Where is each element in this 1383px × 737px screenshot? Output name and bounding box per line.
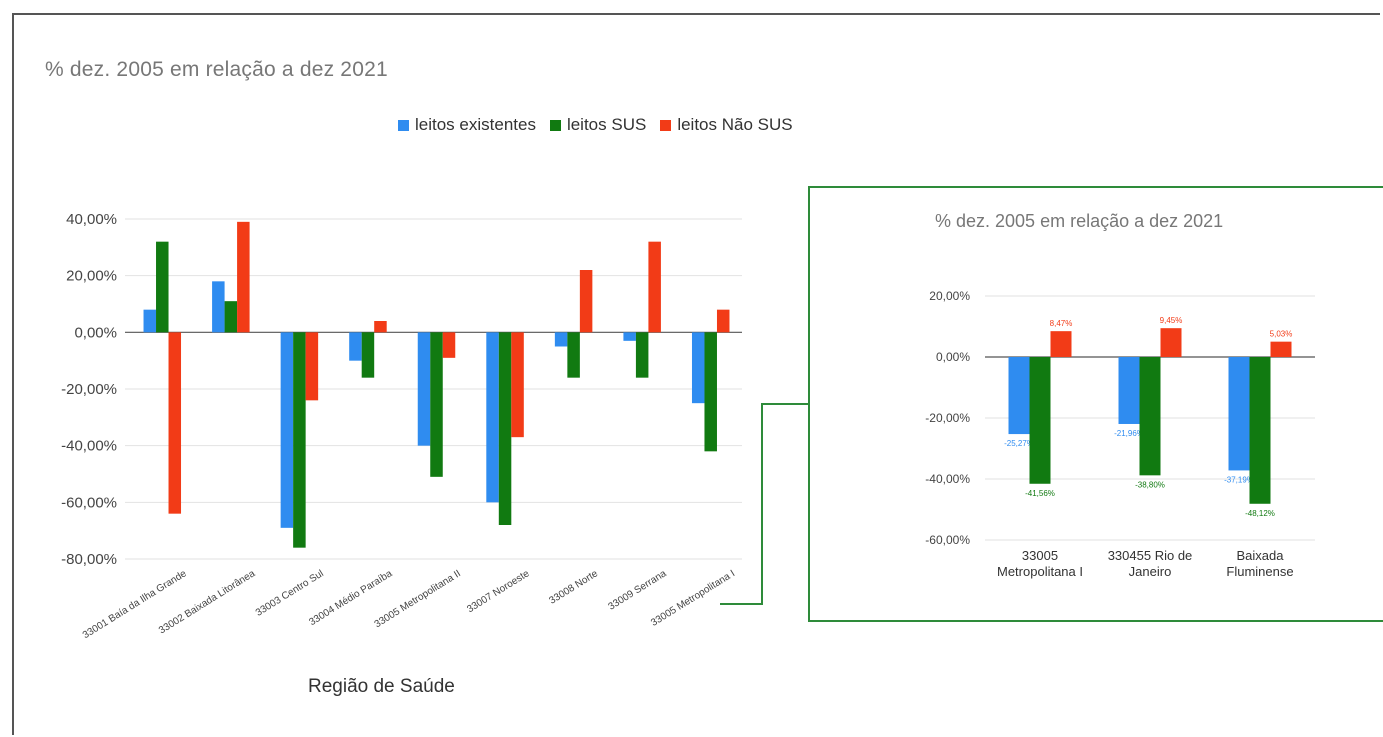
inset-x-tick-label: 330455 Rio de (1108, 548, 1193, 563)
bar-leitos-sus (430, 332, 443, 477)
bar-leitos-nao-sus (716, 309, 730, 333)
bar-leitos-sus (293, 332, 306, 548)
bar-leitos-sus (156, 241, 169, 333)
inset-chart-title: % dez. 2005 em relação a dez 2021 (935, 211, 1224, 231)
y-tick-label: -20,00% (61, 381, 117, 398)
bar-leitos-existentes (691, 332, 705, 404)
zoom-connector-line (720, 403, 808, 605)
bar-leitos-existentes (417, 332, 431, 446)
inset-x-tick-label: Baixada (1237, 548, 1285, 563)
legend-label-leitos-nao-sus: leitos Não SUS (677, 115, 793, 134)
inset-y-tick-label: -40,00% (925, 472, 970, 486)
bar-leitos-nao-sus (511, 332, 524, 438)
bar-leitos-existentes (212, 281, 225, 333)
legend-label-leitos-sus: leitos SUS (566, 115, 647, 134)
legend: leitos existentes leitos SUS leitos Não … (398, 115, 793, 135)
y-tick-label: -40,00% (61, 438, 117, 455)
inset-bar-leitos-sus (1249, 357, 1271, 504)
bar-leitos-existentes (349, 332, 362, 361)
bar-leitos-nao-sus (442, 332, 456, 358)
bar-leitos-existentes (486, 332, 499, 503)
inset-bar-leitos-existentes (1008, 357, 1030, 435)
bar-leitos-sus (361, 332, 375, 378)
bar-leitos-sus (567, 332, 580, 378)
bar-leitos-sus (498, 332, 512, 525)
inset-data-label: -37,19% (1224, 475, 1254, 484)
inset-y-tick-label: 0,00% (936, 350, 970, 364)
inset-data-label: -25,27% (1004, 439, 1034, 448)
inset-data-label: 9,45% (1160, 316, 1183, 325)
y-tick-label: 40,00% (66, 211, 117, 228)
bar-leitos-nao-sus (374, 321, 387, 333)
inset-data-label: -21,96% (1114, 429, 1144, 438)
bar-leitos-sus (704, 332, 717, 452)
legend-label-leitos-existentes: leitos existentes (415, 115, 536, 134)
main-chart-title: % dez. 2005 em relação a dez 2021 (45, 58, 388, 81)
bar-leitos-nao-sus (305, 332, 319, 401)
chart-frame (12, 13, 1380, 735)
y-tick-label: -80,00% (61, 551, 117, 568)
bar-leitos-nao-sus (237, 221, 250, 333)
inset-bar-leitos-nao-sus (1270, 341, 1292, 357)
inset-x-tick-label: Metropolitana I (997, 564, 1083, 579)
legend-swatch-leitos-existentes (398, 119, 409, 131)
inset-y-tick-label: -20,00% (925, 411, 970, 425)
bar-leitos-existentes (623, 332, 636, 341)
legend-item-leitos-existentes: leitos existentes (398, 115, 536, 135)
inset-bar-leitos-sus (1139, 357, 1161, 476)
bar-leitos-sus (635, 332, 649, 378)
inset-x-tick-label: 33005 (1022, 548, 1058, 563)
inset-data-label: 8,47% (1050, 319, 1073, 328)
bar-leitos-existentes (143, 309, 157, 333)
inset-y-tick-label: 20,00% (929, 289, 970, 303)
bar-leitos-sus (224, 301, 238, 333)
inset-data-label: -38,80% (1135, 480, 1165, 489)
inset-data-label: 5,03% (1270, 330, 1293, 339)
y-tick-label: 20,00% (66, 268, 117, 285)
inset-x-tick-label: Fluminense (1226, 564, 1293, 579)
bar-leitos-existentes (554, 332, 568, 347)
y-tick-label: -60,00% (61, 494, 117, 511)
bar-leitos-existentes (280, 332, 294, 528)
x-axis-label: Região de Saúde (308, 676, 455, 697)
inset-bar-leitos-nao-sus (1050, 331, 1072, 357)
legend-item-leitos-sus: leitos SUS (549, 115, 647, 135)
bar-leitos-nao-sus (579, 270, 593, 333)
bar-leitos-nao-sus (648, 241, 661, 333)
legend-swatch-leitos-nao-sus (660, 119, 672, 131)
legend-swatch-leitos-sus (549, 119, 561, 131)
inset-data-label: -48,12% (1245, 509, 1275, 518)
inset-bar-leitos-nao-sus (1160, 328, 1182, 357)
bar-leitos-nao-sus (168, 332, 182, 514)
legend-item-leitos-nao-sus: leitos Não SUS (660, 115, 793, 135)
inset-x-tick-label: Janeiro (1129, 564, 1172, 579)
y-tick-label: 0,00% (74, 324, 117, 341)
inset-bar-leitos-sus (1029, 357, 1051, 484)
inset-chart-frame (808, 186, 1383, 622)
inset-bar-leitos-existentes (1228, 357, 1250, 471)
inset-y-tick-label: -60,00% (925, 533, 970, 547)
inset-bar-leitos-existentes (1118, 357, 1140, 424)
inset-data-label: -41,56% (1025, 489, 1055, 498)
